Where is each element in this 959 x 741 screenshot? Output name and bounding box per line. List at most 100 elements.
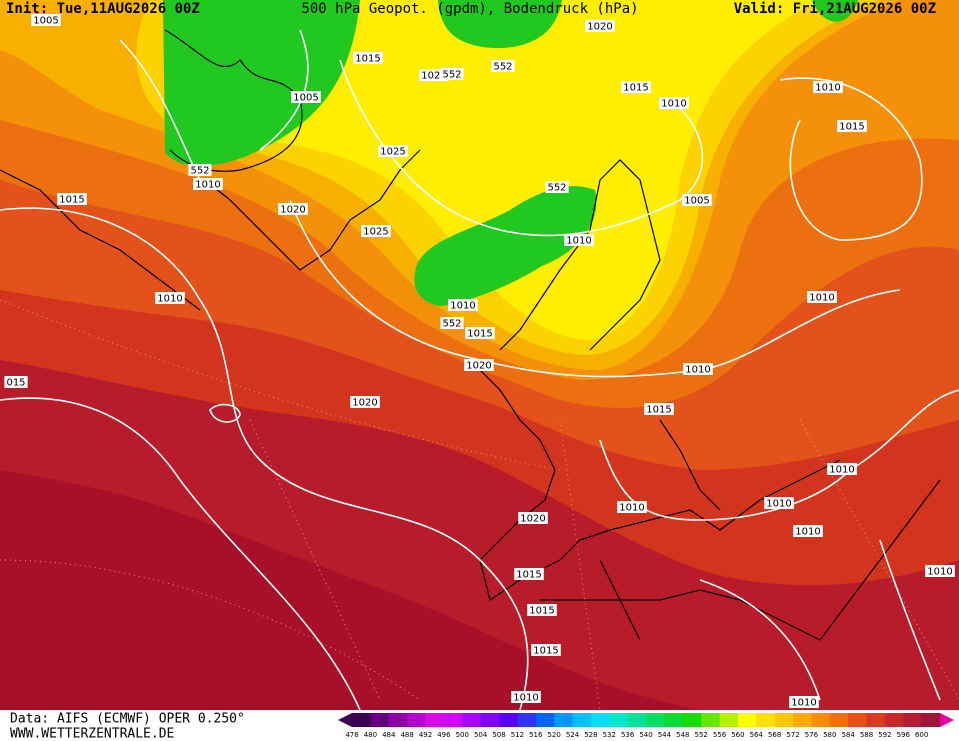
colorbar-label: 588 [860,731,873,739]
colorbar-label: 600 [915,731,928,739]
isobar-label: 1005 [684,196,709,207]
colorbar-swatch [388,713,408,727]
label-box [378,145,408,157]
colorbar-label: 512 [511,731,524,739]
isobar-labels: 1005 1015 1020 552 552 1020 1015 1010 1010 1015 10… [4,14,955,709]
label-box [827,463,857,475]
colorbar-label: 504 [474,731,488,739]
colorbar-swatch [443,713,463,727]
grid-line [0,559,421,701]
colorbar-label: 492 [419,731,432,739]
label-box [644,403,674,415]
isobar-label: 1010 [566,236,591,247]
colorbar-swatch [719,713,739,727]
label-box [511,691,541,703]
label-box [361,225,391,237]
label-box [527,604,557,616]
label-box [448,299,478,311]
colorbar-label: 496 [437,731,451,739]
colorbar-swatch [921,713,941,727]
isobar-label: 1010 [815,83,840,94]
isobar-label: 1020 [421,71,446,82]
field-north-low [438,0,562,49]
colorbar-arrow [940,713,954,727]
colorbar-swatch [737,713,757,727]
colorbar-swatch [848,713,867,727]
isobar-label: 1010 [927,567,952,578]
data-source: Data: AIFS (ECMWF) OPER 0.250° [10,712,245,727]
label-box [925,565,955,577]
colorbar-swatch [407,713,426,727]
colorbar-label: 488 [400,731,413,739]
isobar-label: 1010 [809,293,834,304]
isobar-label: 1015 [623,83,648,94]
label-box [837,120,867,132]
colorbar-swatch [811,713,831,727]
label-box [353,52,383,64]
colorbar-swatch [609,713,629,727]
isobar-label: 1005 [293,93,318,104]
colorbar-swatch [352,713,371,727]
colorbar-swatch [866,713,886,727]
colorbar-label: 508 [492,731,505,739]
isobar [0,397,361,711]
colorbar-swatch [829,713,849,727]
label-box [57,193,87,205]
colorbar-swatch [499,713,518,727]
label-box [464,359,494,371]
label-box [4,376,28,388]
grid-line [0,299,561,471]
colorbar-label: 528 [584,731,597,739]
isobar [0,207,529,711]
coastline [540,479,941,641]
colorbar-arrow [338,713,352,727]
colorbar-label: 520 [547,731,560,739]
label-box [682,194,712,206]
colorbar-swatch [425,713,445,727]
label-box [813,81,843,93]
colorbar-swatch [462,713,482,727]
label-box [793,525,823,537]
colorbar-swatch [535,713,555,727]
label-box [440,68,464,80]
isobar-label: 1025 [363,227,388,238]
colorbar-label: 560 [731,731,744,739]
isobar-label: 1010 [791,698,816,709]
colorbar-swatch [682,713,702,727]
colorbar-swatch [480,713,500,727]
isobar-label: 1010 [157,294,182,305]
colorbar-swatch [646,713,665,727]
colorbar-label: 572 [786,731,799,739]
isobar-label: 552 [547,183,566,194]
isobar-label: 1010 [661,99,686,110]
isobar-label: 1010 [513,693,538,704]
label-box [188,164,212,176]
isobar-label: 1010 [619,503,644,514]
isobar [699,539,941,701]
isobar-label: 1015 [529,606,554,617]
label-box [789,696,819,708]
isobar-label: 1015 [533,646,558,657]
isobar-label: 1010 [685,365,710,376]
label-box [621,81,651,93]
isobar-label: 1020 [466,361,491,372]
label-box [764,497,794,509]
site-name: WWW.WETTERZENTRALE.DE [10,727,174,741]
isobar-label: 1015 [467,329,492,340]
colorbar-label: 584 [841,731,855,739]
field-greenland-low [163,0,360,167]
label-box [659,97,689,109]
field-scandinavia-low [414,186,597,306]
label-box [491,60,515,72]
label-box [465,327,495,339]
label-box [807,291,837,303]
colorbar-label: 500 [456,731,469,739]
isobar-label: 1015 [839,122,864,133]
label-box [31,14,61,26]
colorbar-label: 576 [805,731,819,739]
isobar-label: 552 [442,319,461,330]
label-box [585,20,615,32]
colorbar-swatch [664,713,684,727]
colorbar-label: 564 [750,731,764,739]
isobar-label: 1015 [59,195,84,206]
